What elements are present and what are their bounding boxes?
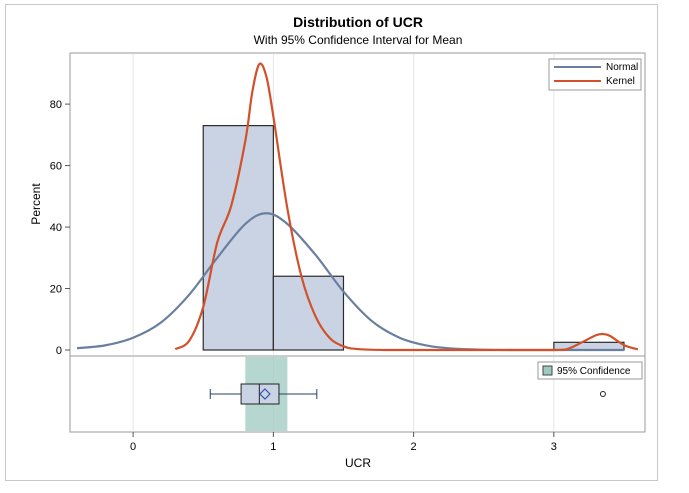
- legend-normal-label: Normal: [606, 62, 638, 73]
- y-axis-label: Percent: [29, 183, 43, 225]
- curve-kernel: [174, 62, 639, 352]
- histogram-bar: [272, 275, 345, 351]
- box-plot: [209, 357, 606, 431]
- chart-title: Distribution of UCR: [293, 14, 423, 30]
- mean-marker: [259, 388, 271, 400]
- y-axis-ticks: 0 20 40 60 80: [50, 99, 70, 357]
- x-tick-label: 1: [270, 441, 276, 453]
- legend-ci-swatch: [542, 365, 553, 376]
- y-tick-label: 40: [50, 222, 62, 234]
- main-plot-area: [69, 52, 646, 357]
- legend-ci-label: 95% Confidence: [557, 366, 631, 377]
- y-tick-label: 80: [50, 99, 62, 111]
- legend-box: 95% Confidence: [537, 361, 643, 380]
- y-tick-label: 0: [56, 345, 62, 357]
- x-tick-label: 2: [411, 441, 417, 453]
- density-curves: [76, 62, 639, 352]
- x-tick-label: 3: [551, 441, 557, 453]
- chart-subtitle: With 95% Confidence Interval for Mean: [254, 33, 463, 47]
- y-tick-label: 60: [50, 161, 62, 173]
- y-tick-label: 20: [50, 284, 62, 296]
- x-axis-label: UCR: [345, 456, 371, 470]
- legend-kernel-label: Kernel: [606, 76, 635, 87]
- x-tick-label: 0: [130, 441, 136, 453]
- outlier-point: [599, 391, 606, 397]
- x-axis-ticks: 0 1 2 3: [130, 432, 557, 453]
- legend-main: Normal Kernel: [548, 58, 642, 91]
- histogram-bar: [202, 125, 274, 351]
- histogram-bars: [202, 125, 625, 351]
